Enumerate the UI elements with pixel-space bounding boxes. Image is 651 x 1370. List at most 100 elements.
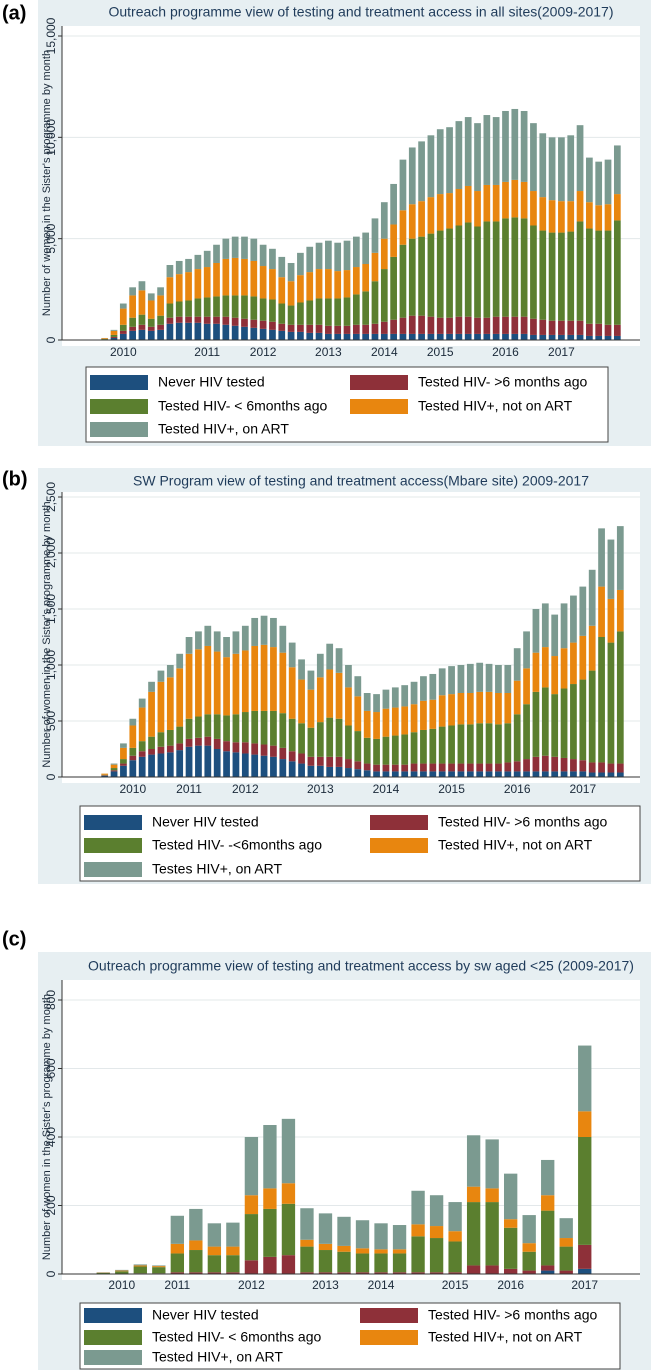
bar-segment [157,324,164,330]
bar-segment [298,723,305,754]
bar-segment [607,598,615,643]
bar-segment [213,323,220,340]
bar-segment [207,1246,222,1256]
bar-segment [560,648,568,689]
bar-segment [576,191,584,222]
bar-segment [279,747,287,760]
bar-segment [541,647,549,688]
bar-segment [541,603,549,648]
bar-segment [410,763,418,772]
bar-segment [133,1266,147,1274]
bar-segment [548,137,556,201]
bar-segment [570,595,577,643]
bar-segment [334,325,342,334]
y-tick-label: 500 [44,711,58,731]
bar-segment [485,771,493,777]
bar-segment [427,197,435,234]
bar-segment [213,714,221,739]
bar-segment [119,324,127,331]
bar-segment [483,333,491,340]
bar-segment [401,771,409,777]
bar-segment [306,272,314,301]
bar-segment [363,693,371,711]
bar-segment [300,1272,314,1274]
bar-segment [120,765,127,777]
bar-segment [382,736,390,765]
bar-segment [345,725,352,760]
bar-segment [337,1216,351,1246]
legend-label: Never HIV tested [158,374,265,390]
bar-segment [448,763,455,772]
x-tick-label: 2013 [312,1278,339,1292]
bar-segment [616,763,624,773]
bar-segment [213,631,221,652]
legend-swatch [90,399,148,414]
bar-segment [213,738,221,749]
bar-segment [129,718,137,726]
bar-segment [203,250,211,268]
bar-segment [166,265,174,278]
bar-segment [260,744,268,756]
bar-segment [355,1272,370,1274]
y-axis-title: Number of women in the Sister's programm… [41,501,53,767]
bar-segment [522,1215,536,1244]
bar-segment [138,314,146,325]
bar-segment [446,317,453,334]
bar-segment [306,324,314,333]
bar-segment [579,771,587,777]
bar-segment [195,716,202,738]
bar-segment [279,652,287,714]
bar-segment [119,308,127,325]
bar-segment [232,653,240,715]
bar-segment [101,338,109,339]
bar-segment [231,295,239,318]
bar-segment [288,761,296,777]
bar-segment [226,1222,240,1247]
bar-segment [390,333,397,340]
bar-segment [318,1213,333,1244]
bar-segment [326,766,334,777]
bar-segment [325,269,332,299]
bar-segment [147,293,155,301]
legend-box [79,805,641,882]
bar-segment [551,756,559,772]
bar-segment [195,649,202,717]
bar-segment [523,759,530,772]
bar-segment [279,759,287,777]
bar-segment [530,225,537,319]
bar-segment [185,738,193,747]
bar-segment [464,117,472,186]
bar-segment [495,693,502,725]
bar-segment [560,688,568,758]
bar-segment [315,332,323,340]
bar-segment [213,651,221,715]
bar-segment [157,295,164,316]
bar-segment [259,320,267,329]
bar-segment [138,751,146,757]
bar-segment [325,240,332,270]
bar-segment [530,123,537,192]
x-tick-label: 2011 [164,1278,190,1292]
bar-segment [455,333,463,340]
bar-segment [138,707,146,742]
bar-segment [260,644,268,711]
bar-segment [551,771,559,777]
bar-segment [185,322,192,340]
bar-segment [530,318,537,335]
bar-segment [129,747,137,756]
bar-segment [495,665,502,693]
bar-segment [101,773,109,775]
bar-segment [251,754,259,777]
bar-segment [408,333,416,340]
bar-segment [110,770,118,772]
bar-segment [185,637,193,654]
bar-segment [613,194,621,221]
bar-segment [241,326,248,340]
bar-segment [390,224,397,257]
bar-segment [520,218,528,317]
bar-segment [539,230,547,320]
bar-segment [250,319,258,328]
bar-segment [374,1249,388,1254]
bar-segment [579,635,587,680]
bar-segment [520,110,528,182]
